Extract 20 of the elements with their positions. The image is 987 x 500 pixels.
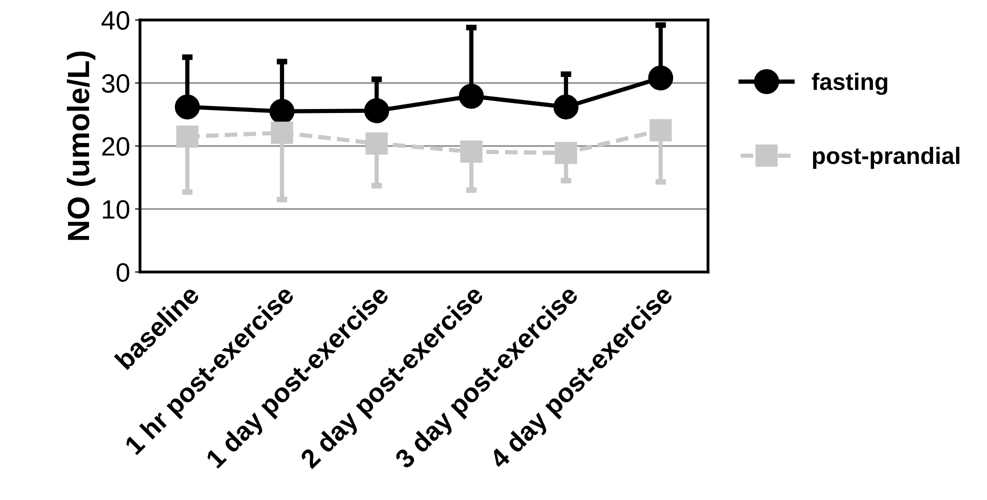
point [554, 142, 578, 164]
legend-label: post-prandial [813, 146, 960, 169]
point [650, 119, 672, 142]
point [270, 98, 294, 124]
point [174, 94, 200, 120]
point [648, 65, 674, 90]
legend-label: fasting [812, 72, 888, 95]
point [364, 98, 390, 124]
point [270, 122, 294, 144]
point [554, 94, 578, 120]
y-tick-label: 10 [102, 200, 130, 219]
point [176, 125, 198, 148]
y-tick-label: 20 [102, 137, 130, 156]
y-tick-label: 40 [102, 11, 130, 30]
point [458, 84, 484, 109]
y-tick-label: 0 [116, 263, 130, 282]
y-tick-label: 30 [102, 74, 130, 93]
point [460, 140, 482, 163]
y-axis-title: NO (umole/L) [66, 52, 96, 240]
point [366, 132, 388, 155]
